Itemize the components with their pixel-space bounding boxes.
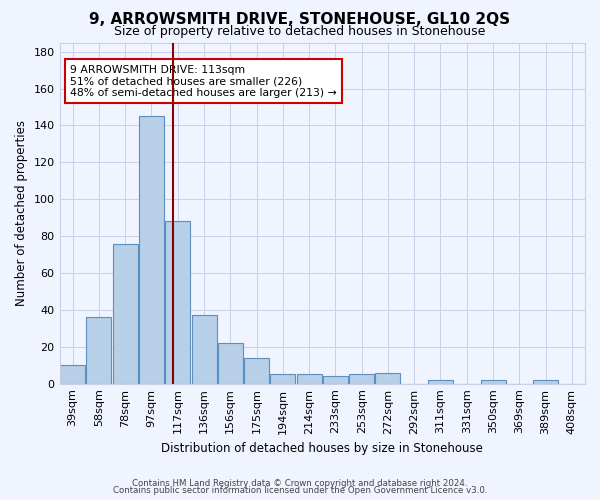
Bar (376, 372, 400, 384)
Bar (533, 380, 558, 384)
Text: Contains HM Land Registry data © Crown copyright and database right 2024.: Contains HM Land Registry data © Crown c… (132, 478, 468, 488)
Bar (481, 380, 506, 384)
Bar (323, 376, 348, 384)
Bar (191, 316, 217, 384)
X-axis label: Distribution of detached houses by size in Stonehouse: Distribution of detached houses by size … (161, 442, 483, 455)
Bar (165, 222, 190, 384)
Bar (86, 318, 112, 384)
Text: Size of property relative to detached houses in Stonehouse: Size of property relative to detached ho… (115, 25, 485, 38)
Bar (428, 380, 453, 384)
Bar (244, 358, 269, 384)
Bar (218, 343, 243, 384)
Text: 9, ARROWSMITH DRIVE, STONEHOUSE, GL10 2QS: 9, ARROWSMITH DRIVE, STONEHOUSE, GL10 2Q… (89, 12, 511, 28)
Text: Contains public sector information licensed under the Open Government Licence v3: Contains public sector information licen… (113, 486, 487, 495)
Text: 9 ARROWSMITH DRIVE: 113sqm
51% of detached houses are smaller (226)
48% of semi-: 9 ARROWSMITH DRIVE: 113sqm 51% of detach… (70, 64, 337, 98)
Bar (296, 374, 322, 384)
Y-axis label: Number of detached properties: Number of detached properties (15, 120, 28, 306)
Bar (349, 374, 374, 384)
Bar (60, 365, 85, 384)
Bar (271, 374, 295, 384)
Bar (139, 116, 164, 384)
Bar (113, 244, 138, 384)
